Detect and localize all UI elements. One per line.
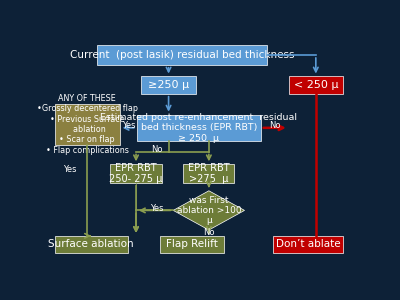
Text: Yes: Yes [150,204,164,213]
FancyBboxPatch shape [96,45,267,65]
FancyBboxPatch shape [55,236,128,253]
FancyBboxPatch shape [142,76,196,94]
FancyBboxPatch shape [160,236,224,253]
Polygon shape [173,191,244,230]
Text: Flap Relift: Flap Relift [166,239,218,250]
Text: Current  (post lasik) residual bed thickness: Current (post lasik) residual bed thickn… [70,50,294,60]
Text: Yes: Yes [64,166,77,175]
Text: Don’t ablate: Don’t ablate [276,239,340,250]
Text: Surface ablation: Surface ablation [48,239,134,250]
Text: Estimated post re-enhancement  residual
bed thickness (EPR RBT)
≥ 250  μ: Estimated post re-enhancement residual b… [100,113,297,143]
FancyBboxPatch shape [55,104,120,145]
FancyBboxPatch shape [110,164,162,183]
FancyBboxPatch shape [137,115,261,141]
FancyBboxPatch shape [183,164,234,183]
Text: EPR RBT
>275  μ: EPR RBT >275 μ [188,163,230,184]
Text: No: No [151,145,163,154]
Text: ≥250 μ: ≥250 μ [148,80,189,90]
FancyBboxPatch shape [273,236,343,253]
Text: was First
ablation >100
μ: was First ablation >100 μ [176,196,241,225]
Text: ANY OF THESE
•Grossly decentered flap
• Previous Surface
  ablation
• Scar on fl: ANY OF THESE •Grossly decentered flap • … [37,94,138,155]
Text: No: No [203,228,215,237]
Text: < 250 μ: < 250 μ [294,80,338,90]
Text: Yes: Yes [122,121,136,130]
Text: No: No [269,121,280,130]
FancyBboxPatch shape [289,76,343,94]
Text: EPR RBT
250- 275 μ: EPR RBT 250- 275 μ [109,163,163,184]
